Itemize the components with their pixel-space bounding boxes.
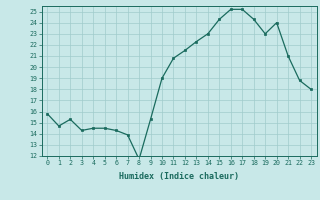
- X-axis label: Humidex (Indice chaleur): Humidex (Indice chaleur): [119, 172, 239, 181]
